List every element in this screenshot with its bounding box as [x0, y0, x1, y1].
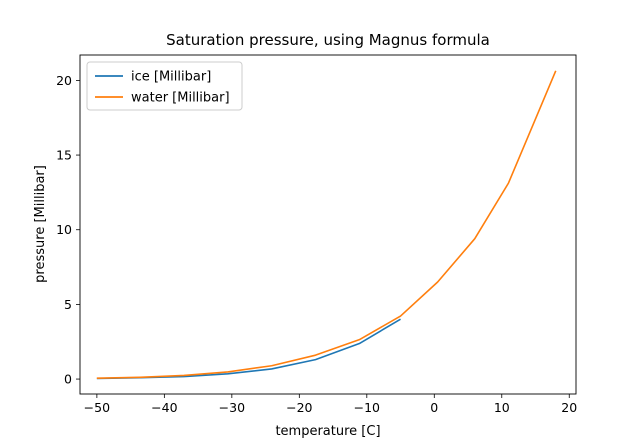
x-tick-label: −10: [354, 400, 380, 415]
legend-label-water: water [Millibar]: [131, 91, 230, 106]
axes-frame: [79, 54, 577, 395]
legend-box: [86, 61, 243, 111]
chart-title: Saturation pressure, using Magnus formul…: [166, 31, 490, 49]
y-tick-label: 15: [56, 148, 72, 163]
x-tick-label: 0: [430, 400, 438, 415]
y-tick-label: 0: [64, 372, 72, 387]
y-tick-label: 5: [64, 297, 72, 312]
y-tick-label: 10: [56, 222, 72, 237]
x-tick-label: −30: [219, 400, 245, 415]
x-tick-label: −40: [151, 400, 177, 415]
x-tick-label: 20: [561, 400, 577, 415]
x-axis-label: temperature [C]: [275, 424, 380, 439]
y-axis-label: pressure [Millibar]: [33, 165, 48, 283]
x-tick-label: −50: [84, 400, 110, 415]
legend-label-ice: ice [Millibar]: [131, 70, 211, 85]
plot-area: −50 −40 −30 −20 −10 0 10 20 0 5 10 15 20 ice [Milliba…: [56, 54, 577, 415]
x-tick-label: −20: [286, 400, 312, 415]
series-line-water: [96, 70, 557, 379]
x-tick-label: 10: [494, 400, 510, 415]
y-tick-label: 20: [56, 73, 72, 88]
